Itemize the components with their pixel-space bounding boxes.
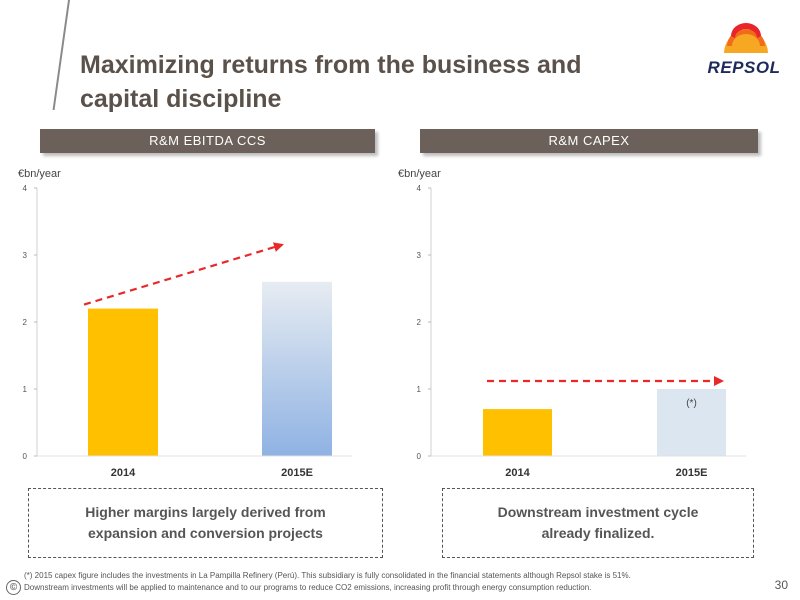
footnote-2: Downstream investments will be applied t… xyxy=(24,583,592,592)
capex-unit-label: €bn/year xyxy=(398,168,441,180)
ebitda-tick-label: 3 xyxy=(23,251,28,260)
capex-bar-2015e xyxy=(657,389,726,456)
capex-tick-label: 0 xyxy=(417,452,422,461)
capex-tick-label: 1 xyxy=(417,385,422,394)
capex-category-label: 2015E xyxy=(676,467,708,479)
ebitda-unit-label: €bn/year xyxy=(18,168,61,180)
ebitda-bar-2015e xyxy=(262,281,332,456)
copyright-icon: © xyxy=(6,580,21,595)
page-title: Maximizing returns from the business and… xyxy=(80,48,640,116)
ebitda-callout: Higher margins largely derived from expa… xyxy=(28,488,383,558)
capex-bar-2014 xyxy=(483,409,552,456)
footnote-1: (*) 2015 capex figure includes the inves… xyxy=(24,571,631,580)
capex-tick-label: 3 xyxy=(417,251,422,260)
capex-chart: 0 1 2 3 4 2014 2015E (*) xyxy=(417,184,746,479)
logo-text: REPSOL xyxy=(707,58,781,77)
capex-category-label: 2014 xyxy=(505,467,530,479)
capex-bar-annotation: (*) xyxy=(686,398,697,409)
repsol-logo-icon xyxy=(724,23,768,57)
ebitda-tick-label: 2 xyxy=(23,318,28,327)
ebitda-callout-text: Higher margins largely derived from expa… xyxy=(85,504,326,541)
ebitda-chart: 0 1 2 3 4 2014 2015E xyxy=(23,184,352,479)
ebitda-tick-label: 1 xyxy=(23,385,28,394)
title-line-2: capital discipline xyxy=(80,85,282,113)
title-line-1: Maximizing returns from the business and xyxy=(80,51,582,79)
ebitda-header: R&M EBITDA CCS xyxy=(40,129,375,153)
ebitda-bar-2014 xyxy=(88,308,158,456)
page-number: 30 xyxy=(774,578,788,592)
capex-header: R&M CAPEX xyxy=(420,129,758,153)
capex-tick-label: 2 xyxy=(417,318,422,327)
ebitda-trend-arrow xyxy=(83,242,284,306)
capex-callout-text: Downstream investment cycle already fina… xyxy=(497,504,699,541)
ebitda-category-label: 2014 xyxy=(111,467,136,479)
capex-tick-label: 4 xyxy=(417,184,422,193)
capex-callout: Downstream investment cycle already fina… xyxy=(442,488,754,558)
ebitda-tick-label: 4 xyxy=(23,184,28,193)
ebitda-tick-label: 0 xyxy=(23,452,28,461)
ebitda-category-label: 2015E xyxy=(281,467,313,479)
